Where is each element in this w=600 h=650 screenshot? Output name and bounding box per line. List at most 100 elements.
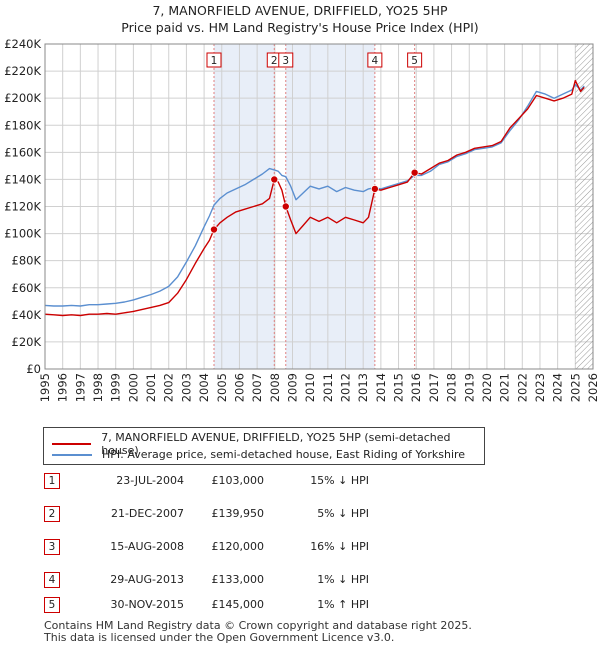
x-tick-label: 2010 — [303, 373, 317, 402]
sale-number-badge: 3 — [44, 539, 60, 555]
y-tick-label: £20K — [12, 335, 42, 349]
sale-label-box — [206, 52, 222, 68]
y-tick-label: £80K — [12, 254, 42, 268]
y-tick-label: £200K — [4, 91, 41, 105]
sale-point — [370, 184, 379, 193]
x-tick-label: 2018 — [445, 373, 459, 402]
x-tick-label: 1998 — [91, 373, 105, 402]
x-tick-label: 2026 — [586, 373, 600, 402]
x-tick-label: 2000 — [126, 373, 140, 402]
x-tick-label: 2002 — [162, 373, 176, 402]
hpi-line — [44, 83, 585, 307]
sale-number-badge: 4 — [44, 572, 60, 588]
sale-label-box — [278, 52, 294, 68]
x-tick-label: 2005 — [215, 373, 229, 402]
x-tick-label: 2007 — [250, 373, 264, 402]
plot-frame — [44, 43, 594, 370]
sale-label-number: 2 — [271, 55, 278, 67]
x-tick-label: 2011 — [321, 373, 335, 402]
x-tick-label: 2019 — [462, 373, 476, 402]
sale-hpi-diff: 15% ↓ HPI — [310, 474, 369, 487]
sale-date: 23-JUL-2004 — [116, 474, 184, 487]
footer-copyright: Contains HM Land Registry data © Crown c… — [44, 619, 472, 632]
x-tick-label: 2016 — [409, 373, 423, 402]
legend-swatch-hpi — [52, 453, 92, 456]
x-tick-label: 2009 — [285, 373, 299, 402]
forecast-hatch — [575, 44, 593, 369]
x-tick-label: 2008 — [268, 373, 282, 402]
x-tick-label: 2025 — [568, 373, 582, 402]
x-tick-label: 1996 — [56, 373, 70, 402]
y-tick-label: £240K — [4, 37, 41, 51]
sale-number-badge: 2 — [44, 506, 60, 522]
sale-point — [281, 202, 290, 211]
sale-label-number: 3 — [282, 55, 289, 67]
sale-price: £103,000 — [211, 474, 265, 487]
sale-price: £120,000 — [211, 540, 265, 553]
sale-label-box — [367, 52, 383, 68]
legend-item-hpi: HPI: Average price, semi-detached house,… — [52, 448, 465, 461]
sale-date: 21-DEC-2007 — [110, 507, 184, 520]
x-tick-label: 2004 — [197, 373, 211, 402]
price-chart: £0 £20K £40K £60K £80K £100K £120K £140K £160K £1… — [4, 37, 600, 402]
x-tick-label: 2013 — [356, 373, 370, 402]
x-tick-label: 1997 — [73, 373, 87, 402]
footer: Contains HM Land Registry data © Crown c… — [44, 620, 472, 644]
sale-row: 1 23-JUL-2004 £103,000 15% ↓ HPI — [44, 473, 444, 489]
footer-license: This data is licensed under the Open Gov… — [44, 631, 395, 644]
x-tick-label: 2017 — [427, 373, 441, 402]
sale-hpi-diff: 1% ↓ HPI — [317, 573, 369, 586]
legend: 7, MANORFIELD AVENUE, DRIFFIELD, YO25 5H… — [43, 427, 485, 465]
y-tick-label: £0 — [26, 362, 41, 376]
sale-point — [209, 225, 218, 234]
property-price-line — [44, 79, 585, 317]
chart-title: 7, MANORFIELD AVENUE, DRIFFIELD, YO25 5H… — [152, 3, 448, 18]
chart-subtitle: Price paid vs. HM Land Registry's House … — [121, 20, 479, 35]
sale-date: 15-AUG-2008 — [110, 540, 184, 553]
x-tick-label: 2023 — [533, 373, 547, 402]
x-tick-label: 2020 — [480, 373, 494, 402]
sale-number-badge: 1 — [44, 473, 60, 489]
x-tick-label: 2012 — [339, 373, 353, 402]
legend-label-hpi: HPI: Average price, semi-detached house,… — [102, 448, 466, 461]
y-tick-label: £40K — [12, 308, 42, 322]
x-tick-label: 1995 — [38, 373, 52, 402]
sale-date: 30-NOV-2015 — [110, 598, 184, 611]
x-tick-label: 2014 — [374, 373, 388, 402]
sale-number-badge: 5 — [44, 597, 60, 613]
x-tick-label: 2022 — [515, 373, 529, 402]
sale-hpi-diff: 1% ↑ HPI — [317, 598, 369, 611]
sale-row: 4 29-AUG-2013 £133,000 1% ↓ HPI — [44, 572, 444, 588]
sale-hpi-diff: 5% ↓ HPI — [317, 507, 369, 520]
y-tick-label: £100K — [4, 227, 41, 241]
y-tick-label: £140K — [4, 172, 41, 186]
x-tick-label: 1999 — [109, 373, 123, 402]
sale-date: 29-AUG-2013 — [110, 573, 184, 586]
sale-price: £133,000 — [211, 573, 265, 586]
legend-item-property: 7, MANORFIELD AVENUE, DRIFFIELD, YO25 5H… — [52, 431, 484, 457]
sale-row: 5 30-NOV-2015 £145,000 1% ↑ HPI — [44, 597, 444, 613]
x-tick-label: 2003 — [179, 373, 193, 402]
sale-point — [410, 168, 419, 177]
sale-price: £145,000 — [211, 598, 265, 611]
sale-row: 2 21-DEC-2007 £139,950 5% ↓ HPI — [44, 506, 444, 522]
sale-row: 3 15-AUG-2008 £120,000 16% ↓ HPI — [44, 539, 444, 555]
y-tick-label: £220K — [4, 64, 41, 78]
y-tick-label: £60K — [12, 281, 42, 295]
legend-swatch-property — [52, 443, 92, 445]
sale-point — [270, 175, 279, 184]
x-tick-label: 2006 — [232, 373, 246, 402]
sale-price: £139,950 — [211, 507, 265, 520]
x-tick-label: 2015 — [392, 373, 406, 402]
sale-label-number: 4 — [372, 55, 379, 67]
x-tick-label: 2001 — [144, 373, 158, 402]
y-tick-label: £180K — [4, 118, 41, 132]
sale-label-number: 1 — [211, 55, 218, 67]
sale-hpi-diff: 16% ↓ HPI — [310, 540, 369, 553]
sale-label-box — [407, 52, 423, 68]
sale-label-number: 5 — [411, 55, 418, 67]
x-tick-label: 2021 — [498, 373, 512, 402]
y-tick-label: £120K — [4, 200, 41, 214]
legend-label-property: 7, MANORFIELD AVENUE, DRIFFIELD, YO25 5H… — [101, 431, 451, 457]
x-tick-label: 2024 — [551, 373, 565, 402]
